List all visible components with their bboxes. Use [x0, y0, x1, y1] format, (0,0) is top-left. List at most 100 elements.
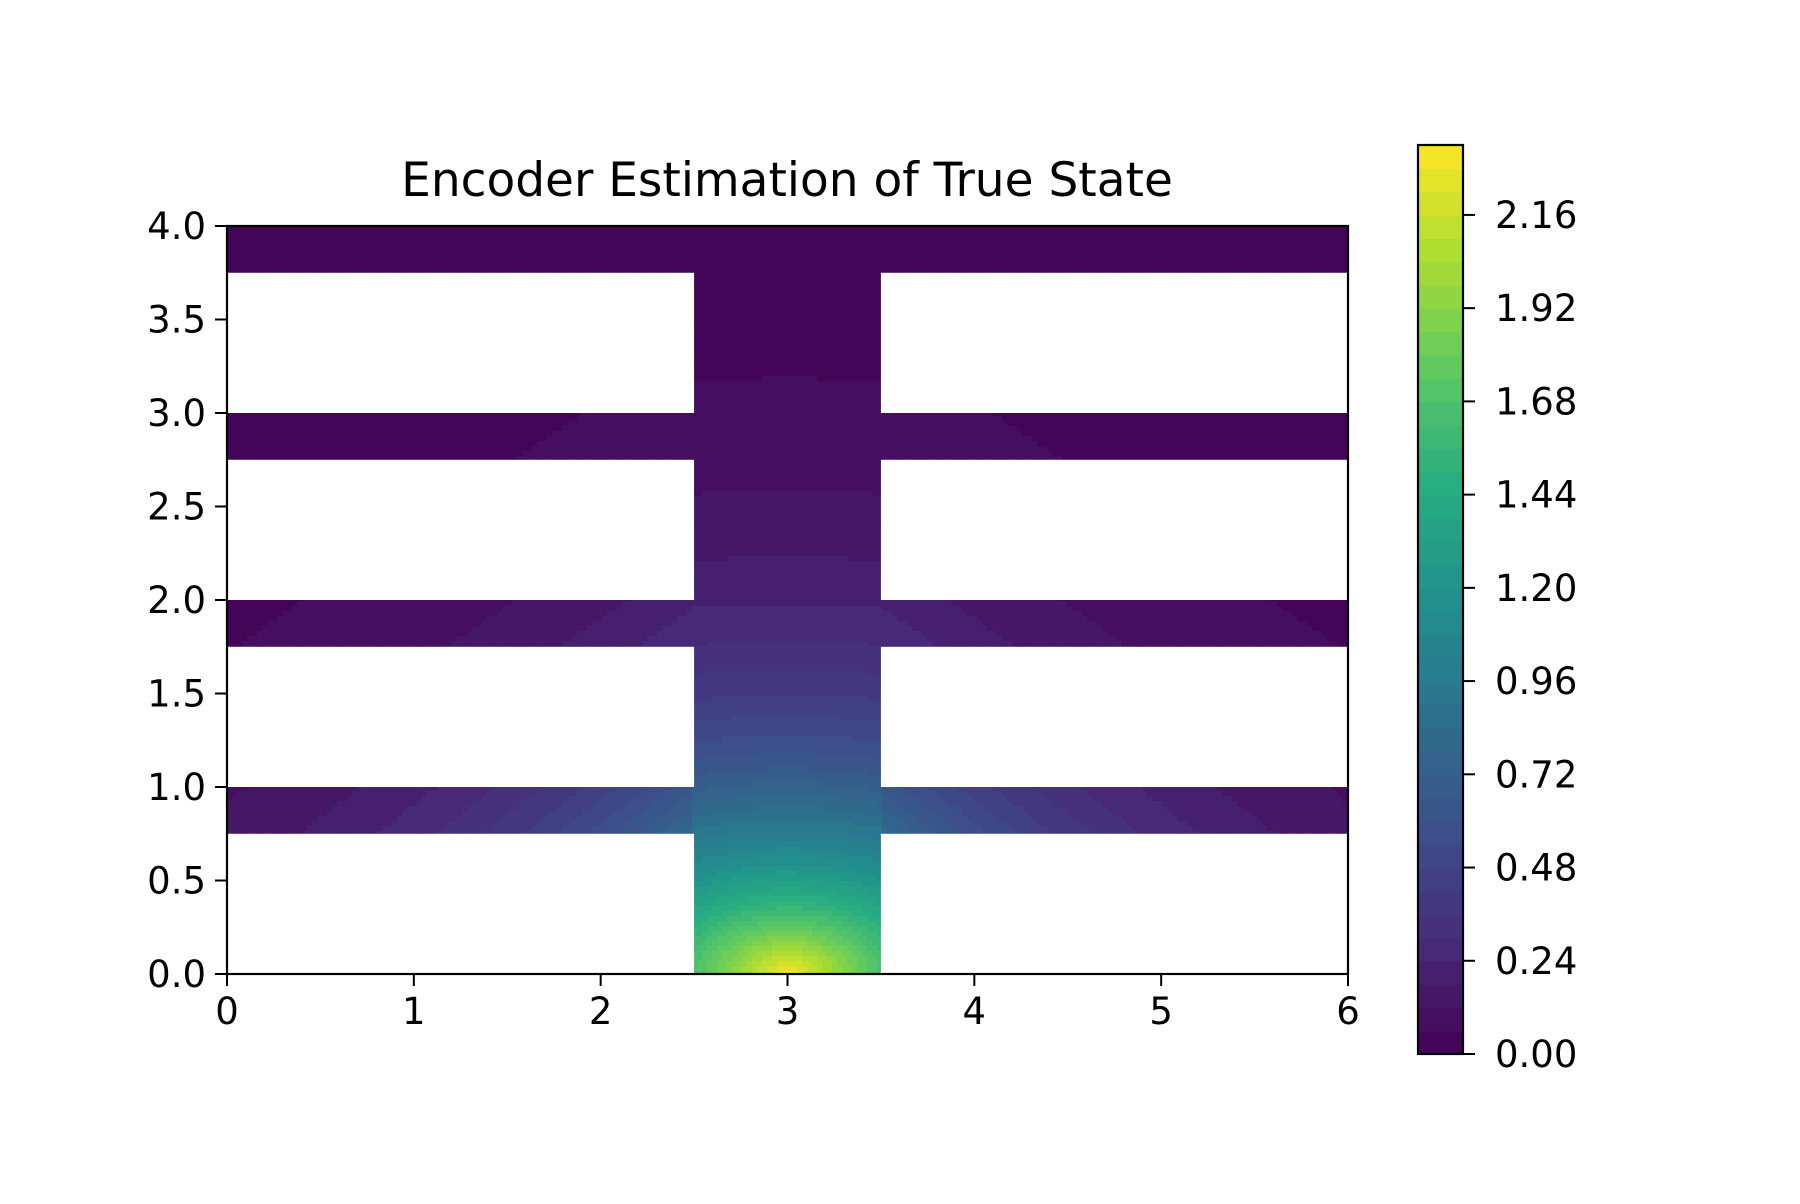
contour-cell	[1227, 256, 1233, 262]
contour-cell	[482, 236, 488, 242]
contour-cell	[1187, 246, 1193, 252]
contour-cell	[662, 266, 668, 272]
contour-cell	[517, 261, 523, 267]
contour-cell	[407, 236, 413, 242]
contour-cell	[752, 261, 758, 267]
contour-cell	[1332, 261, 1338, 267]
contour-cell	[992, 266, 998, 272]
contour-cell	[777, 271, 783, 277]
contour-cell	[1292, 251, 1298, 257]
contour-cell	[1202, 256, 1208, 262]
contour-cell	[597, 256, 603, 262]
contour-cell	[757, 316, 763, 322]
contour-cell	[1177, 256, 1183, 262]
contour-cell	[762, 286, 768, 292]
contour-cell	[602, 266, 608, 272]
contour-cell	[1297, 266, 1303, 272]
contour-cell	[1072, 236, 1078, 242]
contour-cell	[752, 326, 758, 332]
contour-cell	[1017, 266, 1023, 272]
contour-cell	[1282, 261, 1288, 267]
contour-cell	[697, 321, 703, 327]
contour-cell	[1067, 261, 1073, 267]
contour-cell	[427, 246, 433, 252]
contour-cell	[412, 251, 418, 257]
contour-cell	[707, 321, 713, 327]
contour-cell	[722, 276, 728, 282]
contour-cell	[357, 266, 363, 272]
contour-cell	[872, 311, 878, 317]
contour-cell	[352, 251, 358, 257]
contour-cell	[1167, 236, 1173, 242]
contour-cell	[312, 231, 318, 237]
contour-cell	[812, 281, 818, 287]
contour-cell	[332, 251, 338, 257]
contour-cell	[762, 306, 768, 312]
contour-cell	[1162, 246, 1168, 252]
contour-cell	[702, 276, 708, 282]
contour-cell	[1317, 266, 1323, 272]
contour-cell	[372, 261, 378, 267]
contour-cell	[567, 241, 573, 247]
contour-cell	[872, 251, 878, 257]
contour-cell	[802, 241, 808, 247]
contour-cell	[792, 311, 798, 317]
contour-cell	[857, 236, 863, 242]
contour-cell	[322, 261, 328, 267]
contour-cell	[317, 261, 323, 267]
contour-cell	[672, 246, 678, 252]
contour-cell	[847, 286, 853, 292]
contour-cell	[507, 251, 513, 257]
contour-cell	[292, 266, 298, 272]
contour-cell	[822, 301, 828, 307]
contour-cell	[262, 236, 268, 242]
contour-cell	[1337, 256, 1343, 262]
contour-cell	[652, 246, 658, 252]
contour-cell	[592, 251, 598, 257]
contour-cell	[947, 261, 953, 267]
contour-cell	[1232, 261, 1238, 267]
contour-cell	[437, 246, 443, 252]
contour-cell	[707, 326, 713, 332]
contour-cell	[257, 231, 263, 237]
contour-cell	[377, 231, 383, 237]
contour-cell	[817, 271, 823, 277]
contour-cell	[932, 241, 938, 247]
contour-cell	[732, 301, 738, 307]
contour-cell	[1112, 241, 1118, 247]
contour-cell	[647, 246, 653, 252]
contour-cell	[692, 241, 698, 247]
contour-cell	[887, 236, 893, 242]
contour-cell	[1092, 251, 1098, 257]
contour-cell	[707, 276, 713, 282]
contour-cell	[822, 331, 828, 337]
contour-cell	[1287, 256, 1293, 262]
contour-cell	[632, 266, 638, 272]
contour-cell	[757, 251, 763, 257]
contour-cell	[567, 266, 573, 272]
contour-cell	[707, 301, 713, 307]
contour-cell	[587, 236, 593, 242]
contour-cell	[807, 316, 813, 322]
contour-cell	[367, 256, 373, 262]
contour-cell	[867, 276, 873, 282]
contour-cell	[1047, 261, 1053, 267]
contour-cell	[807, 281, 813, 287]
contour-cell	[387, 236, 393, 242]
contour-cell	[232, 236, 238, 242]
contour-cell	[377, 266, 383, 272]
contour-cell	[962, 231, 968, 237]
contour-cell	[387, 241, 393, 247]
contour-cell	[982, 236, 988, 242]
contour-cell	[857, 261, 863, 267]
contour-cell	[277, 246, 283, 252]
contour-cell	[722, 301, 728, 307]
contour-cell	[367, 266, 373, 272]
contour-cell	[747, 296, 753, 302]
contour-cell	[682, 231, 688, 237]
contour-cell	[1117, 241, 1123, 247]
contour-cell	[817, 301, 823, 307]
contour-cell	[837, 306, 843, 312]
contour-cell	[467, 246, 473, 252]
contour-cell	[767, 301, 773, 307]
